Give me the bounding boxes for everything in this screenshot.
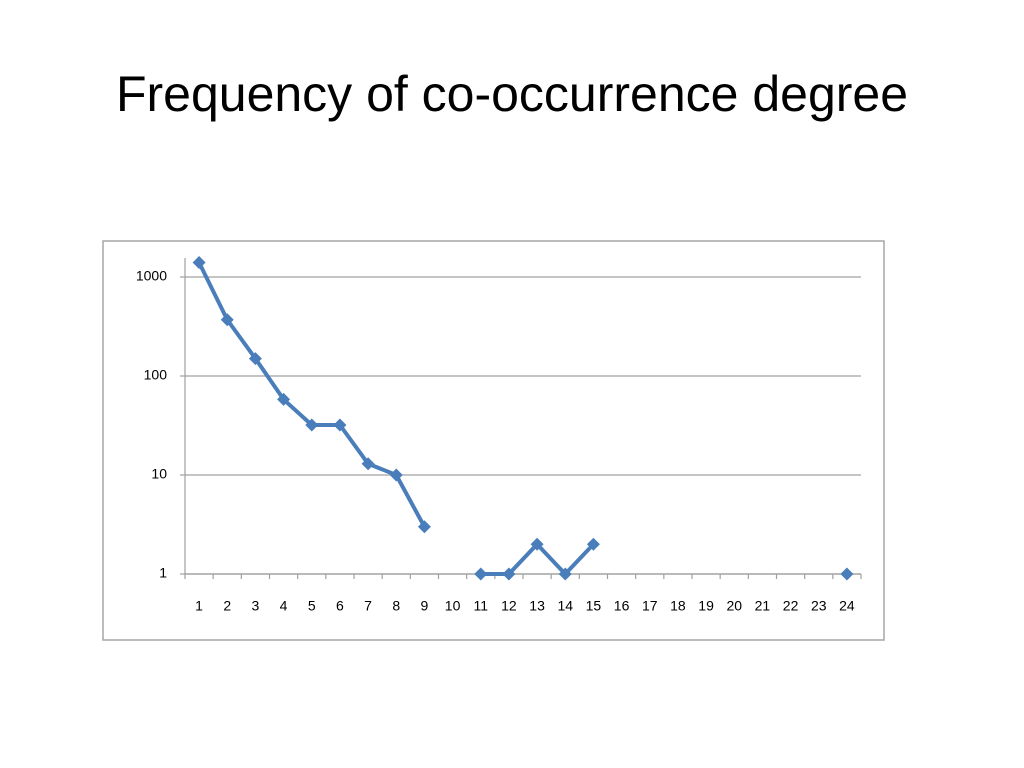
x-tick-label: 4 bbox=[280, 598, 288, 614]
x-tick-label: 10 bbox=[445, 598, 461, 614]
x-tick-label: 3 bbox=[252, 598, 260, 614]
x-tick-label: 15 bbox=[586, 598, 602, 614]
x-tick-label: 8 bbox=[392, 598, 400, 614]
x-tick-label: 12 bbox=[501, 598, 517, 614]
x-tick-label: 23 bbox=[811, 598, 827, 614]
x-tick-label: 11 bbox=[473, 598, 488, 614]
x-tick-label: 19 bbox=[698, 598, 714, 614]
x-tick-label: 20 bbox=[726, 598, 742, 614]
data-point bbox=[305, 418, 319, 432]
x-tick-label: 24 bbox=[839, 598, 855, 614]
data-point bbox=[530, 537, 544, 551]
data-point bbox=[220, 313, 234, 327]
y-tick-label: 1 bbox=[159, 565, 167, 581]
data-point bbox=[558, 567, 572, 581]
x-tick-label: 2 bbox=[223, 598, 231, 614]
data-point bbox=[417, 520, 431, 534]
data-point bbox=[277, 392, 291, 406]
data-point bbox=[361, 457, 375, 471]
y-tick-label: 10 bbox=[151, 466, 167, 482]
x-tick-label: 7 bbox=[364, 598, 372, 614]
data-point bbox=[333, 418, 347, 432]
data-point bbox=[474, 567, 488, 581]
data-point bbox=[840, 567, 854, 581]
y-tick-label: 1000 bbox=[136, 268, 167, 284]
data-point bbox=[389, 468, 403, 482]
x-tick-label: 16 bbox=[614, 598, 630, 614]
slide-title: Frequency of co-occurrence degree bbox=[116, 66, 908, 122]
x-tick-label: 14 bbox=[557, 598, 573, 614]
x-tick-label: 13 bbox=[529, 598, 545, 614]
data-point bbox=[586, 537, 600, 551]
x-tick-label: 5 bbox=[308, 598, 316, 614]
data-point bbox=[502, 567, 516, 581]
x-tick-label: 22 bbox=[783, 598, 799, 614]
y-tick-label: 100 bbox=[144, 367, 168, 383]
x-tick-label: 18 bbox=[670, 598, 686, 614]
x-tick-label: 17 bbox=[642, 598, 658, 614]
x-tick-label: 21 bbox=[755, 598, 771, 614]
data-point bbox=[248, 352, 262, 366]
x-tick-label: 9 bbox=[421, 598, 429, 614]
x-tick-label: 1 bbox=[195, 598, 203, 614]
data-point bbox=[192, 256, 206, 270]
x-tick-label: 6 bbox=[336, 598, 344, 614]
